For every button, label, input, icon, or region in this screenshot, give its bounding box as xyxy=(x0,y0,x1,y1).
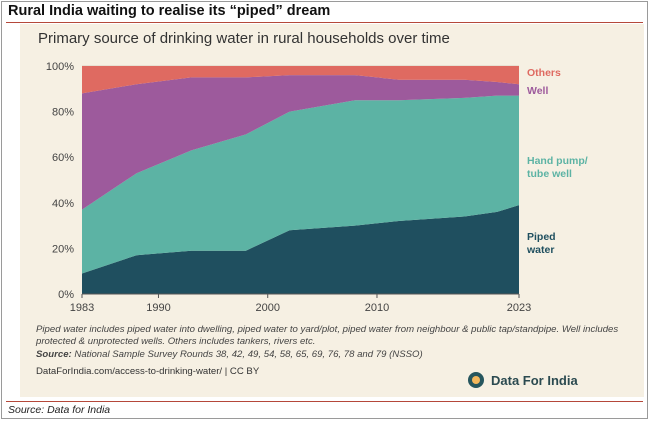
y-tick-label: 40% xyxy=(52,198,74,210)
area-well xyxy=(82,75,519,210)
source-url: DataForIndia.com/access-to-drinking-wate… xyxy=(36,366,260,377)
chart-title: Primary source of drinking water in rura… xyxy=(38,30,450,47)
footer-source: Source: Data for India xyxy=(8,404,111,416)
headline-rule xyxy=(6,22,643,23)
y-tick-label: 80% xyxy=(52,107,74,119)
series-label: Piped xyxy=(527,231,556,243)
chart-note: Piped water includes piped water into dw… xyxy=(36,324,619,347)
x-tick-label: 2000 xyxy=(255,302,279,314)
footer-rule xyxy=(6,401,643,402)
y-tick-label: 0% xyxy=(58,289,74,301)
y-tick-label: 20% xyxy=(52,243,74,255)
chart-source: Source: National Sample Survey Rounds 38… xyxy=(36,349,423,360)
area-piped-water xyxy=(82,205,519,294)
series-label: Well xyxy=(527,85,548,97)
x-tick-label: 2010 xyxy=(365,302,389,314)
source-label: Source: xyxy=(36,349,72,360)
globe-icon xyxy=(468,372,484,388)
area-hand-pump-tube-well xyxy=(82,95,519,274)
x-tick-label: 2023 xyxy=(507,302,531,314)
brand-logo: Data For India xyxy=(468,371,578,389)
y-tick-label: 100% xyxy=(46,61,74,73)
x-tick-label: 1990 xyxy=(146,302,170,314)
x-tick-label: 1983 xyxy=(70,302,94,314)
area-others xyxy=(82,66,519,94)
area-chart: 0% 20% 40% 60% 80% 100% 1983 1990 2000 2010 2023 Pi… xyxy=(46,61,588,314)
brand-name: Data For India xyxy=(491,372,578,388)
series-label: tube well xyxy=(527,168,572,180)
headline: Rural India waiting to realise its “pipe… xyxy=(8,3,331,19)
series-label: Hand pump/ xyxy=(527,155,588,167)
source-text: National Sample Survey Rounds 38, 42, 49… xyxy=(74,349,423,360)
y-tick-label: 60% xyxy=(52,152,74,164)
series-label: water xyxy=(526,244,554,256)
series-label: Others xyxy=(527,67,561,79)
